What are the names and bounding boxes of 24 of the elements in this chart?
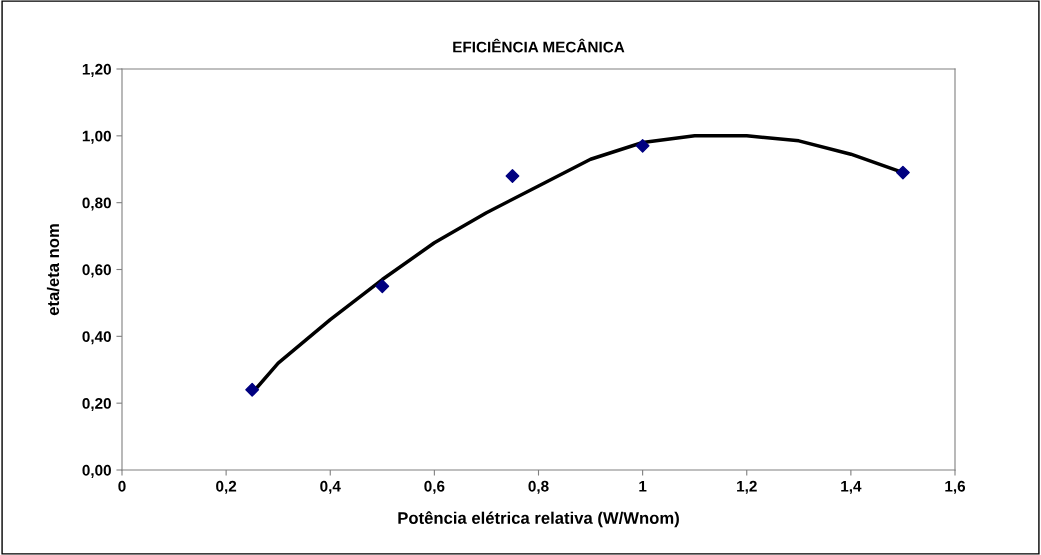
y-tick-label: 1,20 (82, 63, 111, 77)
y-tick-label: 1,00 (82, 130, 111, 144)
y-tick-label: 0,40 (82, 331, 111, 345)
x-axis-title: Potência elétrica relativa (W/Wnom) (398, 511, 679, 528)
point (375, 279, 390, 294)
x-tick-label: 1 (639, 480, 647, 492)
y-tick-label: 0,00 (82, 464, 111, 478)
point (245, 382, 260, 397)
point (896, 165, 910, 180)
y-tick-label: 0,80 (82, 197, 111, 211)
chart-title: EFICIÊNCIA MECÂNICA (453, 38, 625, 53)
point (635, 138, 650, 153)
x-tick-label: 1,6 (945, 480, 966, 494)
y-tick-label: 0,60 (82, 264, 111, 278)
point (505, 169, 520, 183)
x-tick-label: 0 (118, 480, 126, 492)
x-tick-label: 0,8 (528, 480, 549, 494)
x-tick-label: 1,4 (841, 480, 862, 494)
x-tick-label: 0,4 (320, 480, 341, 494)
x-tick-label: 0,2 (216, 480, 237, 494)
x-tick-label: 0,6 (424, 480, 445, 494)
x-tick-label: 1,2 (737, 480, 757, 494)
y-tick-label: 0,20 (82, 398, 111, 412)
y-axis-title: eta/eta nom (46, 224, 60, 316)
